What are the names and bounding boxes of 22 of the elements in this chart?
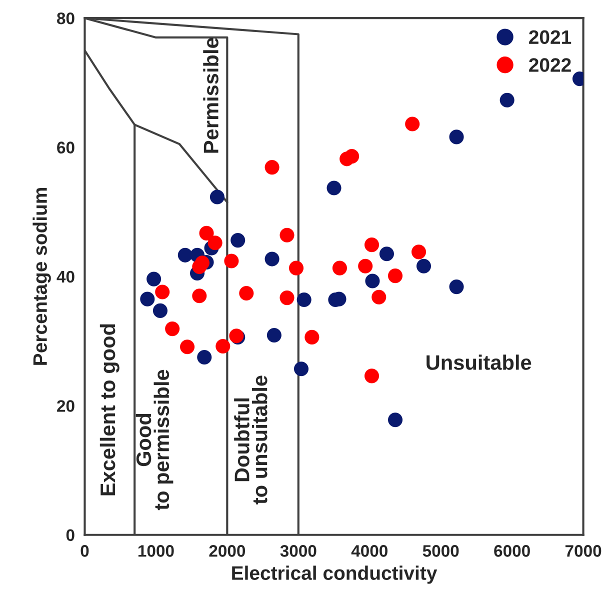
legend-label: 2021 <box>529 30 572 44</box>
y-tick-label: 40 <box>56 270 74 283</box>
x-tick-label: 7000 <box>565 545 602 557</box>
annotation: Excellent to good <box>100 324 120 496</box>
annotation: Doubtful to unsuitable <box>234 376 268 504</box>
y-tick-label: 60 <box>57 142 74 154</box>
x-axis-title: Electrical conductivity <box>232 566 438 584</box>
annotation: Good to permissible <box>136 370 174 510</box>
y-tick-label: 0 <box>66 529 74 542</box>
x-tick-label: 3000 <box>280 545 316 557</box>
y-axis-title: Percentage sodium <box>32 188 51 365</box>
x-tick-label: 6000 <box>494 545 530 557</box>
x-tick-label: 0 <box>80 545 89 557</box>
annotation: Unsuitable <box>426 354 532 370</box>
x-tick-label: 5000 <box>422 545 459 557</box>
x-tick-label: 2000 <box>209 545 246 557</box>
legend-label: 2022 <box>529 58 571 72</box>
annotation: Permissible <box>203 38 218 153</box>
x-tick-label: 4000 <box>351 545 388 557</box>
x-tick-label: 1000 <box>138 545 174 557</box>
y-tick-label: 20 <box>57 400 74 412</box>
y-tick-label: 80 <box>57 12 74 24</box>
